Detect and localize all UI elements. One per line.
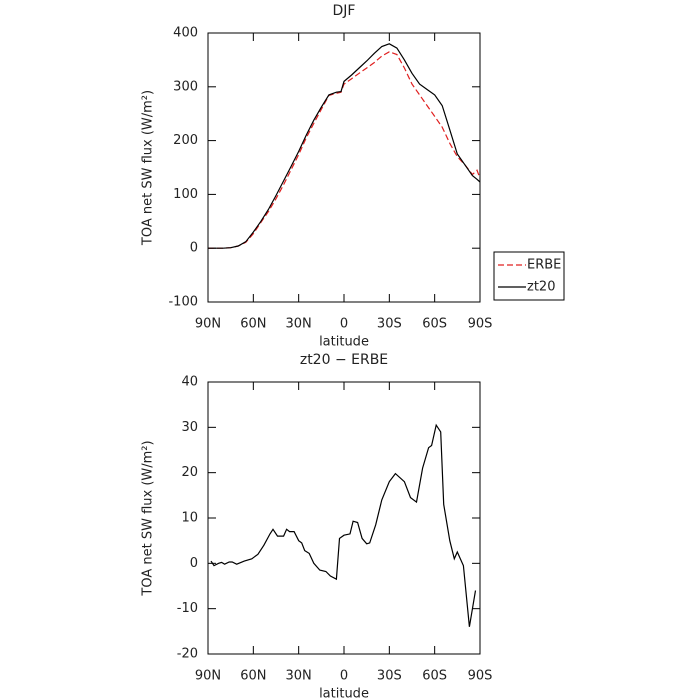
- y-tick-label: 30: [181, 420, 198, 435]
- x-tick-label: 90S: [468, 669, 493, 684]
- y-tick-label: 100: [173, 187, 198, 202]
- legend-label: ERBE: [527, 258, 561, 273]
- chart-title: DJF: [333, 3, 356, 19]
- data-line: [208, 51, 481, 249]
- y-tick-label: 10: [181, 511, 198, 526]
- x-tick-label: 90N: [195, 317, 221, 332]
- y-tick-label: -10: [177, 601, 198, 616]
- data-line: [210, 423, 477, 627]
- panel: DJF latitude TOA net SW flux (W/m²) -100 0 10…: [141, 3, 565, 350]
- y-axis-label: TOA net SW flux (W/m²): [141, 440, 156, 596]
- panel: zt20 − ERBE latitude TOA net SW flux (W/m²…: [141, 352, 493, 700]
- x-tick-label: 60S: [422, 669, 447, 684]
- y-tick-label: -20: [177, 647, 198, 662]
- y-axis-label: TOA net SW flux (W/m²): [141, 90, 156, 246]
- x-tick-label: 0: [340, 669, 348, 684]
- x-tick-label: 60S: [422, 317, 447, 332]
- chart-title: zt20 − ERBE: [300, 352, 388, 368]
- x-tick-label: 60N: [240, 669, 266, 684]
- y-tick-label: 400: [173, 26, 198, 41]
- x-tick-label: 30S: [377, 317, 402, 332]
- x-axis-label: latitude: [319, 335, 369, 350]
- x-tick-label: 60N: [240, 317, 266, 332]
- plot-frame: [207, 32, 481, 303]
- legend-box: [493, 251, 565, 301]
- legend-label: zt20: [527, 280, 555, 295]
- legend: ERBE zt20: [493, 251, 565, 301]
- x-tick-label: 30N: [286, 317, 312, 332]
- y-tick-label: 0: [190, 241, 198, 256]
- y-tick-label: 200: [173, 133, 198, 148]
- x-axis-label: latitude: [319, 687, 369, 700]
- x-tick-label: 90N: [195, 669, 221, 684]
- y-tick-label: 300: [173, 79, 198, 94]
- data-line: [208, 43, 481, 249]
- y-tick-label: 0: [190, 556, 198, 571]
- x-tick-label: 90S: [468, 317, 493, 332]
- plot-frame: [207, 381, 481, 655]
- y-tick-label: 40: [181, 375, 198, 390]
- y-tick-label: 20: [181, 465, 198, 480]
- x-tick-label: 30S: [377, 669, 402, 684]
- y-tick-label: -100: [168, 295, 198, 310]
- x-tick-label: 30N: [286, 669, 312, 684]
- x-tick-label: 0: [340, 317, 348, 332]
